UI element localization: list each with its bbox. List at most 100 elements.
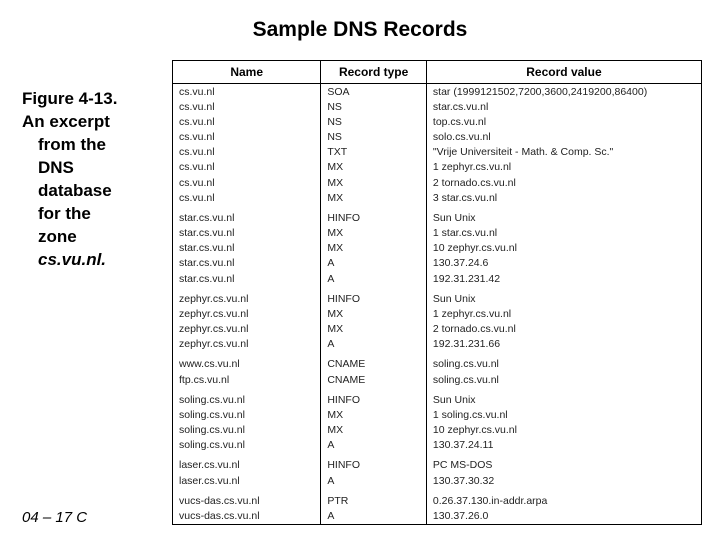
cell-type: MX (321, 407, 427, 422)
cell-type: HINFO (321, 458, 427, 473)
caption-line: for the (22, 203, 162, 226)
table-row: zephyr.cs.vu.nlMX1 zephyr.cs.vu.nl (173, 306, 701, 321)
cell-name: soling.cs.vu.nl (173, 438, 321, 453)
cell-name: laser.cs.vu.nl (173, 473, 321, 488)
cell-value: 0.26.37.130.in-addr.arpa (426, 493, 701, 508)
table-row: www.cs.vu.nlCNAMEsoling.cs.vu.nl (173, 357, 701, 372)
cell-value: 130.37.24.11 (426, 438, 701, 453)
page-footer: 04 – 17 C (22, 509, 87, 526)
cell-name: soling.cs.vu.nl (173, 407, 321, 422)
table-row: cs.vu.nlNStop.cs.vu.nl (173, 114, 701, 129)
col-header-name: Name (173, 61, 321, 84)
cell-type: A (321, 256, 427, 271)
cell-type: MX (321, 241, 427, 256)
cell-name: cs.vu.nl (173, 114, 321, 129)
cell-name: ftp.cs.vu.nl (173, 372, 321, 387)
cell-type: CNAME (321, 357, 427, 372)
cell-name: cs.vu.nl (173, 130, 321, 145)
cell-value: 10 zephyr.cs.vu.nl (426, 423, 701, 438)
page-title: Sample DNS Records (0, 18, 720, 42)
table-row: star.cs.vu.nlA192.31.231.42 (173, 271, 701, 286)
table-row: soling.cs.vu.nlMX10 zephyr.cs.vu.nl (173, 423, 701, 438)
cell-name: cs.vu.nl (173, 175, 321, 190)
cell-name: vucs-das.cs.vu.nl (173, 508, 321, 523)
table-row: star.cs.vu.nlHINFOSun Unix (173, 210, 701, 225)
col-header-type: Record type (321, 61, 427, 84)
cell-name: star.cs.vu.nl (173, 241, 321, 256)
cell-type: A (321, 473, 427, 488)
cell-name: zephyr.cs.vu.nl (173, 291, 321, 306)
table-row: cs.vu.nlMX2 tornado.cs.vu.nl (173, 175, 701, 190)
table-row: cs.vu.nlNSsolo.cs.vu.nl (173, 130, 701, 145)
table-row: vucs-das.cs.vu.nlA130.37.26.0 (173, 508, 701, 523)
cell-type: NS (321, 130, 427, 145)
cell-name: cs.vu.nl (173, 99, 321, 114)
cell-type: MX (321, 423, 427, 438)
caption-line: database (22, 180, 162, 203)
caption-line: from the (22, 134, 162, 157)
table-row: star.cs.vu.nlMX1 star.cs.vu.nl (173, 226, 701, 241)
cell-type: CNAME (321, 372, 427, 387)
cell-value: Sun Unix (426, 392, 701, 407)
cell-name: soling.cs.vu.nl (173, 423, 321, 438)
cell-name: vucs-das.cs.vu.nl (173, 493, 321, 508)
cell-type: NS (321, 114, 427, 129)
caption-zone: cs.vu.nl. (22, 249, 162, 272)
cell-type: A (321, 271, 427, 286)
cell-type: A (321, 337, 427, 352)
cell-name: zephyr.cs.vu.nl (173, 306, 321, 321)
cell-value: 192.31.231.66 (426, 337, 701, 352)
cell-type: MX (321, 306, 427, 321)
table-row: soling.cs.vu.nlHINFOSun Unix (173, 392, 701, 407)
table-row: zephyr.cs.vu.nlMX2 tornado.cs.vu.nl (173, 322, 701, 337)
caption-line: DNS (22, 157, 162, 180)
cell-type: HINFO (321, 291, 427, 306)
cell-type: A (321, 508, 427, 523)
cell-type: SOA (321, 84, 427, 100)
table-row: cs.vu.nlMX1 zephyr.cs.vu.nl (173, 160, 701, 175)
cell-name: star.cs.vu.nl (173, 271, 321, 286)
col-header-value: Record value (426, 61, 701, 84)
cell-name: cs.vu.nl (173, 190, 321, 205)
cell-value: 192.31.231.42 (426, 271, 701, 286)
cell-name: laser.cs.vu.nl (173, 458, 321, 473)
table-row: cs.vu.nlMX3 star.cs.vu.nl (173, 190, 701, 205)
dns-records-table: Name Record type Record value cs.vu.nlSO… (172, 60, 702, 525)
table-row: ftp.cs.vu.nlCNAMEsoling.cs.vu.nl (173, 372, 701, 387)
cell-value: top.cs.vu.nl (426, 114, 701, 129)
table-row: soling.cs.vu.nlMX1 soling.cs.vu.nl (173, 407, 701, 422)
table-header-row: Name Record type Record value (173, 61, 701, 84)
cell-value: PC MS-DOS (426, 458, 701, 473)
cell-value: 1 zephyr.cs.vu.nl (426, 306, 701, 321)
cell-value: soling.cs.vu.nl (426, 372, 701, 387)
cell-name: www.cs.vu.nl (173, 357, 321, 372)
table-row: laser.cs.vu.nlHINFOPC MS-DOS (173, 458, 701, 473)
table-row: vucs-das.cs.vu.nlPTR0.26.37.130.in-addr.… (173, 493, 701, 508)
cell-name: cs.vu.nl (173, 160, 321, 175)
cell-type: MX (321, 175, 427, 190)
cell-value: 10 zephyr.cs.vu.nl (426, 241, 701, 256)
cell-type: HINFO (321, 392, 427, 407)
cell-type: MX (321, 190, 427, 205)
table-row: zephyr.cs.vu.nlA192.31.231.66 (173, 337, 701, 352)
table-row: cs.vu.nlNSstar.cs.vu.nl (173, 99, 701, 114)
cell-value: star.cs.vu.nl (426, 99, 701, 114)
cell-value: 2 tornado.cs.vu.nl (426, 322, 701, 337)
cell-value: Sun Unix (426, 291, 701, 306)
cell-value: "Vrije Universiteit - Math. & Comp. Sc." (426, 145, 701, 160)
cell-type: MX (321, 322, 427, 337)
table-row: cs.vu.nlTXT"Vrije Universiteit - Math. &… (173, 145, 701, 160)
cell-value: 1 soling.cs.vu.nl (426, 407, 701, 422)
cell-value: 3 star.cs.vu.nl (426, 190, 701, 205)
cell-type: NS (321, 99, 427, 114)
cell-value: Sun Unix (426, 210, 701, 225)
table-row: zephyr.cs.vu.nlHINFOSun Unix (173, 291, 701, 306)
cell-name: star.cs.vu.nl (173, 256, 321, 271)
cell-value: 1 star.cs.vu.nl (426, 226, 701, 241)
caption-line: An excerpt (22, 111, 162, 134)
cell-type: HINFO (321, 210, 427, 225)
cell-type: TXT (321, 145, 427, 160)
table-row: soling.cs.vu.nlA130.37.24.11 (173, 438, 701, 453)
cell-value: star (1999121502,7200,3600,2419200,86400… (426, 84, 701, 100)
cell-type: MX (321, 226, 427, 241)
